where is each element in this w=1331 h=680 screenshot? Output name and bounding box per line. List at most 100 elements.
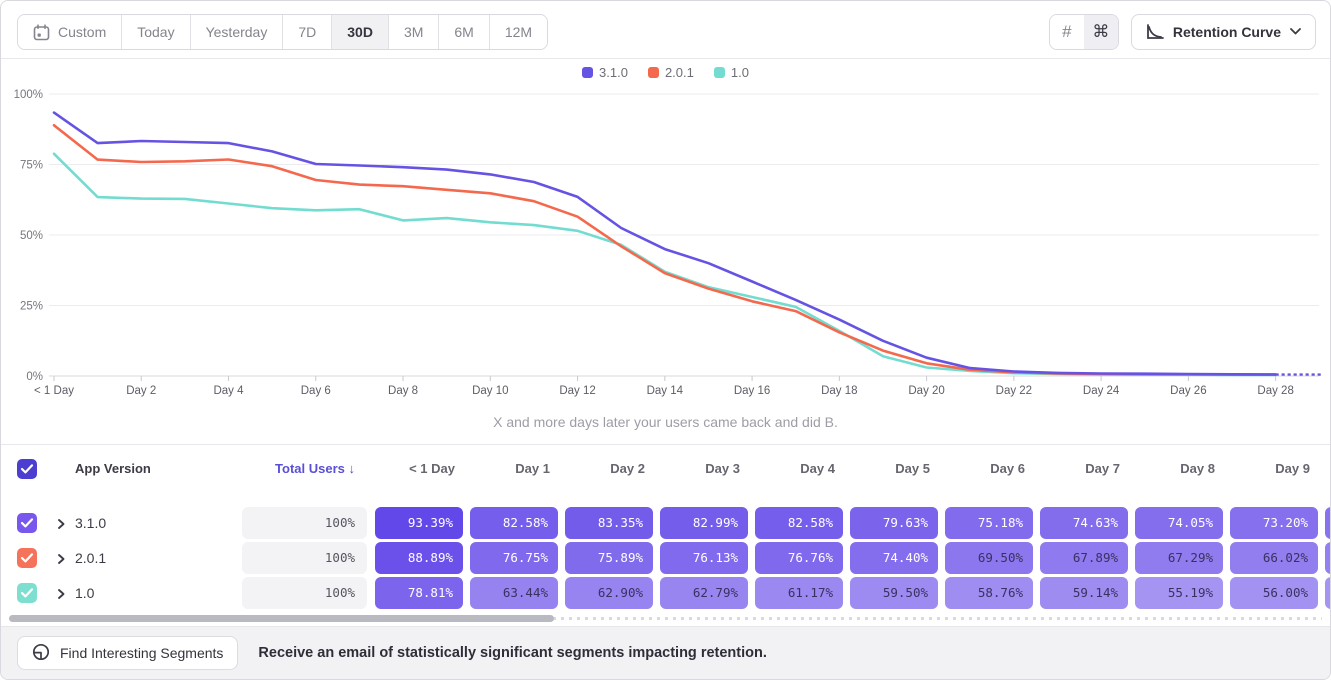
chevron-right-icon [58,554,65,564]
retention-table: App Version Total Users ↓ < 1 Day Day 1 Day … [1,444,1330,615]
retention-cell[interactable]: 74.63% [1040,507,1128,539]
retention-cell[interactable]: 73.20% [1230,507,1318,539]
legend-swatch [647,67,659,78]
horizontal-scrollbar [9,614,1322,622]
retention-cell[interactable]: 66.02% [1230,542,1318,574]
legend-item-3.1.0[interactable]: 3.1.0 [582,65,628,80]
range-12m[interactable]: 12M [489,15,548,49]
column-header-total-users[interactable]: Total Users ↓ [275,461,355,476]
retention-cell[interactable]: 67.89% [1040,542,1128,574]
retention-cell[interactable]: 76.13% [660,542,748,574]
retention-cell[interactable]: 61.17% [755,577,843,609]
retention-cell[interactable]: 75.18% [945,507,1033,539]
retention-cell[interactable]: 88.89% [375,542,463,574]
retention-cell[interactable]: 82.99% [660,507,748,539]
column-header-app-version: App Version [75,461,151,476]
expand-row-1.0[interactable] [55,587,67,599]
series-line-1.0[interactable] [52,152,1277,377]
check-icon [20,464,34,474]
retention-cell[interactable]: 58.76% [945,577,1033,609]
retention-cell[interactable]: 76.75% [470,542,558,574]
command-view-toggle[interactable]: ⌘ [1083,14,1118,49]
column-header-day-6[interactable]: Day 6 [990,461,1025,476]
range-7d[interactable]: 7D [283,15,333,49]
range-label: Yesterday [205,24,268,40]
view-toggle-group: # ⌘ [1048,13,1119,50]
x-axis-label: Day 4 [213,385,244,397]
chevron-right-icon [58,519,65,529]
retention-cell[interactable]: 59.14% [1040,577,1128,609]
retention-cell[interactable]: 82.58% [470,507,558,539]
retention-cell[interactable]: 74.05% [1135,507,1223,539]
retention-cell[interactable]: 62.79% [660,577,748,609]
retention-cell[interactable]: 56.00% [1230,577,1318,609]
segments-button-label: Find Interesting Segments [60,645,224,661]
column-header-day-4[interactable]: Day 4 [800,461,835,476]
chart-type-dropdown[interactable]: Retention Curve [1130,13,1316,50]
range-3m[interactable]: 3M [388,15,440,49]
column-header-day-2[interactable]: Day 2 [610,461,645,476]
retention-cell[interactable]: 69.50% [945,542,1033,574]
x-axis-label: Day 20 [908,385,944,397]
retention-cell[interactable]: 62.90% [565,577,653,609]
segments-icon [32,643,50,664]
range-6m[interactable]: 6M [439,15,490,49]
range-30d[interactable]: 30D [332,15,389,49]
legend-item-1.0[interactable]: 1.0 [713,65,749,80]
x-axis-label: Day 26 [1170,385,1206,397]
row-checkbox-3.1.0[interactable] [17,513,37,533]
series-line-3.1.0[interactable] [52,111,1277,376]
range-label: Today [137,24,175,40]
retention-cell[interactable]: 78.81% [375,577,463,609]
range-custom[interactable]: Custom [18,15,123,49]
retention-cell-cutoff [1325,542,1330,574]
column-header-day-8[interactable]: Day 8 [1180,461,1215,476]
retention-cell[interactable]: 63.44% [470,577,558,609]
retention-cell[interactable]: 67.29% [1135,542,1223,574]
legend-label: 1.0 [730,65,749,80]
retention-cell[interactable]: 82.58% [755,507,843,539]
column-header-day-7[interactable]: Day 7 [1085,461,1120,476]
retention-cell[interactable]: 76.76% [755,542,843,574]
retention-cell[interactable]: 74.40% [850,542,938,574]
range-today[interactable]: Today [122,15,191,49]
scrollbar-thumb[interactable] [9,615,554,622]
chart-type-label: Retention Curve [1172,23,1281,40]
column-header-day-5[interactable]: Day 5 [895,461,930,476]
x-axis-label: < 1 Day [34,385,74,397]
expand-row-3.1.0[interactable] [55,517,67,529]
retention-cell[interactable]: 75.89% [565,542,653,574]
select-all-checkbox[interactable] [17,459,37,479]
legend-item-2.0.1[interactable]: 2.0.1 [647,65,694,80]
find-interesting-segments-button[interactable]: Find Interesting Segments [17,636,239,670]
row-checkbox-2.0.1[interactable] [17,548,37,568]
range-yesterday[interactable]: Yesterday [190,15,284,49]
x-axis-label: Day 22 [996,385,1032,397]
retention-cell[interactable]: 83.35% [565,507,653,539]
calendar-icon [33,23,50,40]
row-checkbox-1.0[interactable] [17,583,37,603]
hash-view-icon: # [1062,21,1072,41]
retention-cell[interactable]: 93.39% [375,507,463,539]
retention-cell[interactable]: 55.19% [1135,577,1223,609]
total-users-cell: 100% [242,577,367,609]
retention-cell[interactable]: 79.63% [850,507,938,539]
check-icon [20,588,34,598]
column-header-day-3[interactable]: Day 3 [705,461,740,476]
retention-line-chart[interactable]: 100% 75% 50% 25% 0% < 1 Day Day 2 Day 4 Day 6 Day… [1,59,1330,409]
chart-subtitle: X and more days later your users came ba… [493,414,838,430]
column-header--1-day[interactable]: < 1 Day [409,461,455,476]
column-header-day-9[interactable]: Day 9 [1275,461,1310,476]
range-label: 30D [347,24,373,40]
x-axis-label: Day 28 [1257,385,1293,397]
retention-cell[interactable]: 59.50% [850,577,938,609]
chevron-right-icon [58,589,65,599]
x-axis-label: Day 6 [301,385,331,397]
column-header-day-1[interactable]: Day 1 [515,461,550,476]
date-range-selector: Custom Today Yesterday 7D 30D 3M 6M 12M [17,14,549,50]
hash-view-toggle[interactable]: # [1049,14,1084,49]
footer-bar: Find Interesting Segments Receive an ema… [1,626,1330,679]
retention-cell-cutoff [1325,577,1330,609]
expand-row-2.0.1[interactable] [55,552,67,564]
